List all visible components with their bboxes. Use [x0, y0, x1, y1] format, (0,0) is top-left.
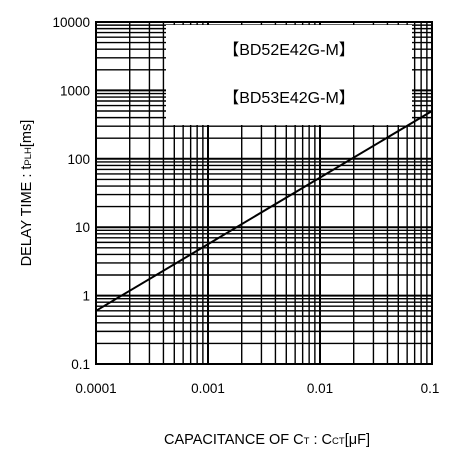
y-tick-label: 1	[82, 289, 90, 304]
legend-entry: 【BD53E42G-M】	[223, 90, 355, 107]
legend: 【BD52E42G-M】 【BD53E42G-M】	[166, 25, 412, 125]
y-tick-label: 1000	[60, 83, 90, 98]
x-axis-title: CAPACITANCE OF CT : CCT[μF]	[164, 432, 370, 448]
legend-entry: 【BD52E42G-M】	[223, 42, 355, 59]
y-axis-title-sub: PLH	[23, 147, 34, 166]
y-axis-title-unit: [ms]	[19, 120, 35, 147]
x-axis-title-unit: [μF]	[345, 432, 370, 448]
legend-background	[166, 25, 412, 125]
y-tick-label: 10000	[52, 15, 90, 30]
y-axis-title-main: DELAY TIME : t	[19, 166, 35, 267]
x-tick-label: 0.01	[307, 381, 333, 396]
series-line	[95, 110, 433, 312]
x-tick-label: 0.1	[421, 381, 440, 396]
x-axis-title-sub2: CT	[332, 436, 345, 447]
series-group	[95, 110, 433, 312]
x-tick-label: 0.001	[191, 381, 225, 396]
x-tick-labels: 0.0001 0.001 0.01 0.1	[75, 381, 439, 396]
x-tick-label: 0.0001	[75, 381, 116, 396]
plot-frame	[95, 21, 433, 365]
y-tick-label: 100	[67, 152, 90, 167]
y-axis-title: DELAY TIME : tPLH[ms]	[19, 120, 35, 267]
y-tick-labels: 10000 1000 100 10 1 0.1	[52, 15, 90, 372]
y-tick-label: 10	[75, 220, 90, 235]
x-axis-title-sub1: T	[304, 436, 310, 447]
x-axis-title-main: CAPACITANCE OF C	[164, 432, 304, 448]
y-tick-label: 0.1	[71, 357, 90, 372]
x-axis-title-sep: : C	[309, 432, 332, 448]
